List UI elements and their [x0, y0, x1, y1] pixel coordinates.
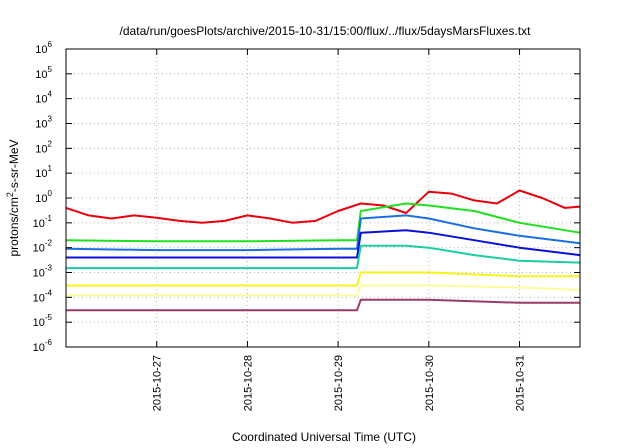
series-line-3 [65, 214, 581, 252]
series-line-2 [65, 202, 581, 243]
chart-title: /data/run/goesPlots/archive/2015-10-31/1… [120, 24, 532, 38]
series-group [65, 189, 581, 312]
y-tick-label: 105 [35, 65, 52, 81]
grid-lines [66, 49, 580, 347]
y-tick-label: 10-5 [33, 313, 53, 329]
x-tick-label: 2015-10-28 [242, 355, 254, 411]
series-line-4 [66, 229, 581, 259]
y-tick-label: 106 [35, 40, 52, 56]
series-line-7 [66, 284, 581, 297]
series-line-6 [66, 271, 580, 287]
x-tick-label: 2015-10-29 [333, 355, 345, 411]
y-tick-label: 100 [35, 189, 52, 205]
y-tick-label: 103 [35, 115, 52, 131]
series-line-8 [66, 298, 580, 312]
y-axis-label: protons/cm2-s-sr-MeV [5, 139, 21, 256]
y-tick-label: 10-6 [33, 338, 53, 354]
y-tick-label: 104 [35, 90, 52, 106]
y-tick-label: 10-2 [33, 239, 53, 255]
x-tick-label: 2015-10-31 [515, 355, 527, 411]
y-tick-label: 102 [35, 139, 52, 155]
y-tick-label: 10-1 [33, 214, 53, 230]
series-line-5 [66, 244, 581, 270]
x-axis-label: Coordinated Universal Time (UTC) [232, 430, 416, 444]
y-axis-ticks: 10-6 10-5 10-4 10-3 10-2 10-1 100 101 102 103 104 1… [33, 40, 580, 354]
series-line-1 [65, 189, 581, 224]
y-tick-label: 10-3 [33, 264, 53, 280]
y-tick-label: 101 [35, 164, 52, 180]
x-axis-ticks: 2015-10-27 2015-10-28 2015-10-29 2015-10-30… [152, 49, 527, 411]
y-tick-label: 10-4 [33, 288, 53, 304]
x-tick-label: 2015-10-30 [424, 355, 436, 411]
x-tick-label: 2015-10-27 [152, 355, 164, 411]
